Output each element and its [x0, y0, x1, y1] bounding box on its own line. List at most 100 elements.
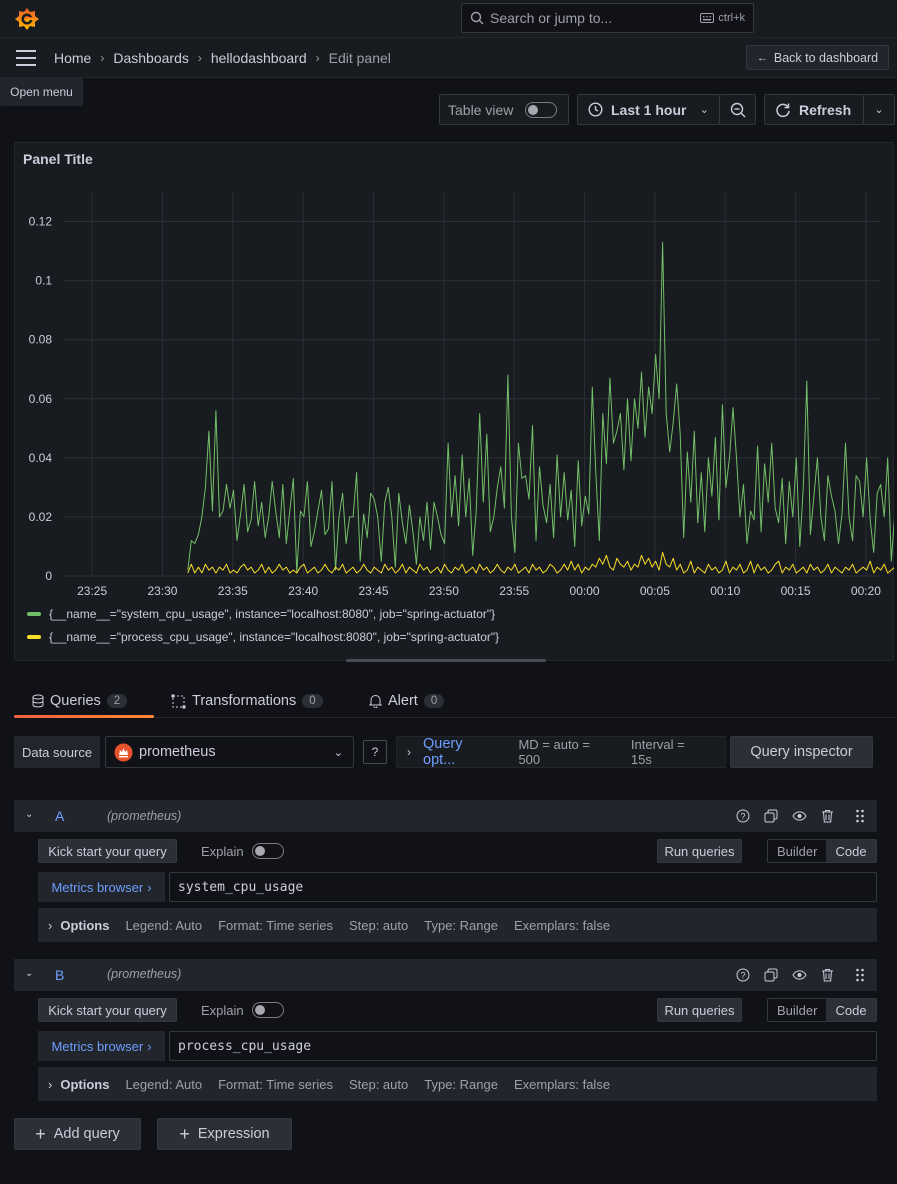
svg-text:?: ? — [740, 971, 745, 981]
breadcrumb: Home › Dashboards › hellodashboard › Edi… — [54, 48, 391, 68]
x-tick-label: 23:25 — [77, 584, 107, 598]
time-series-chart[interactable]: 0 0.02 0.04 0.06 0.08 0.1 0.12 23:25 23:30 23:35 2… — [14, 180, 894, 604]
back-to-dashboard-button[interactable]: ← Back to dashboard — [746, 45, 889, 70]
query-expression-input[interactable]: process_cpu_usage — [169, 1031, 877, 1061]
prometheus-icon — [114, 743, 133, 761]
refresh-interval-dropdown[interactable]: ⌄ — [863, 94, 895, 125]
x-tick-label: 23:30 — [147, 584, 177, 598]
series-line-process-cpu — [187, 551, 894, 574]
drag-handle-icon[interactable] — [852, 808, 868, 824]
legend-item-process-cpu[interactable]: {__name__="process_cpu_usage", instance=… — [27, 630, 499, 644]
builder-mode-button[interactable]: Builder — [777, 843, 818, 859]
search-box[interactable]: Search or jump to... ctrl+k — [461, 3, 754, 33]
grafana-logo-icon[interactable] — [14, 6, 40, 32]
add-query-button[interactable]: + Add query — [14, 1118, 141, 1150]
table-view-switch[interactable] — [525, 101, 558, 118]
code-mode-button[interactable]: Code — [826, 840, 876, 862]
legend-swatch — [27, 635, 41, 639]
explain-toggle[interactable]: Explain — [201, 843, 284, 859]
add-expression-button[interactable]: + Expression — [157, 1118, 292, 1150]
refresh-icon — [776, 103, 790, 117]
keyboard-icon — [700, 13, 715, 23]
active-tab-indicator — [14, 715, 154, 718]
x-tick-label: 00:20 — [851, 584, 881, 598]
panel-title[interactable]: Panel Title — [23, 151, 93, 167]
chevron-down-icon[interactable]: ⌄ — [25, 809, 34, 820]
kick-start-button[interactable]: Kick start your query — [38, 839, 177, 863]
query-options[interactable]: › Query opt... MD = auto = 500 Interval … — [396, 736, 726, 768]
query-letter-a[interactable]: A — [55, 808, 65, 824]
query-options-row[interactable]: › Options Legend: Auto Format: Time seri… — [38, 1067, 877, 1101]
code-mode-button[interactable]: Code — [826, 999, 876, 1021]
help-icon[interactable]: ? — [735, 808, 751, 824]
data-source-help-icon[interactable]: ? — [363, 740, 387, 764]
query-options-row[interactable]: › Options Legend: Auto Format: Time seri… — [38, 908, 877, 942]
eye-icon[interactable] — [791, 967, 807, 983]
chevron-right-icon: › — [407, 745, 411, 759]
y-tick-label: 0.02 — [29, 510, 53, 524]
explain-switch[interactable] — [251, 843, 284, 859]
x-tick-label: 23:40 — [288, 584, 318, 598]
builder-mode-button[interactable]: Builder — [777, 1002, 818, 1018]
chevron-down-icon: ⌄ — [874, 104, 884, 116]
top-bar — [0, 0, 897, 38]
svg-text:?: ? — [740, 812, 745, 822]
zoom-out-button[interactable] — [719, 94, 756, 125]
y-tick-label: 0.06 — [29, 392, 53, 406]
metrics-browser-button[interactable]: Metrics browser › — [38, 1031, 165, 1061]
data-source-select[interactable]: prometheus ⌄ — [105, 736, 354, 768]
database-icon — [32, 694, 44, 708]
editor-mode-toggle[interactable]: Builder Code — [767, 839, 877, 863]
query-inspector-button[interactable]: Query inspector — [730, 736, 873, 768]
y-tick-label: 0 — [45, 569, 52, 583]
breadcrumb-dashboard[interactable]: hellodashboard — [210, 50, 307, 66]
search-icon — [470, 11, 484, 25]
metrics-browser-button[interactable]: Metrics browser › — [38, 872, 165, 902]
kick-start-button[interactable]: Kick start your query — [38, 998, 177, 1022]
chevron-right-icon: › — [147, 1038, 152, 1054]
query-row-b-header[interactable] — [14, 959, 877, 991]
trash-icon[interactable] — [819, 808, 835, 824]
tab-transformations[interactable]: Transformations 0 — [171, 684, 323, 718]
search-placeholder: Search or jump to... — [490, 10, 613, 26]
legend-item-system-cpu[interactable]: {__name__="system_cpu_usage", instance="… — [27, 607, 495, 621]
run-queries-button[interactable]: Run queries — [657, 839, 742, 863]
x-tick-label: 00:00 — [570, 584, 600, 598]
copy-icon[interactable] — [763, 808, 779, 824]
tab-queries[interactable]: Queries 2 — [32, 684, 128, 718]
arrow-left-icon: ← — [756, 51, 768, 64]
drag-handle-icon[interactable] — [852, 967, 868, 983]
breadcrumb-dashboards[interactable]: Dashboards — [113, 50, 189, 66]
copy-icon[interactable] — [763, 967, 779, 983]
clock-icon — [588, 102, 603, 117]
query-expression-input[interactable]: system_cpu_usage — [169, 872, 877, 902]
search-shortcut: ctrl+k — [700, 12, 745, 24]
x-tick-label: 23:55 — [499, 584, 529, 598]
editor-mode-toggle[interactable]: Builder Code — [767, 998, 877, 1022]
time-range-picker[interactable]: Last 1 hour ⌄ — [577, 94, 720, 125]
x-tick-label: 00:15 — [781, 584, 811, 598]
transform-icon — [171, 694, 186, 708]
chevron-down-icon[interactable]: ⌄ — [25, 968, 34, 979]
table-view-label: Table view — [448, 101, 514, 118]
plus-icon: + — [179, 1123, 190, 1144]
panel-resize-handle[interactable] — [346, 659, 546, 662]
explain-toggle[interactable]: Explain — [201, 1002, 284, 1018]
help-icon[interactable]: ? — [735, 967, 751, 983]
chevron-right-icon: › — [48, 1076, 53, 1092]
explain-switch[interactable] — [251, 1002, 284, 1018]
run-queries-button[interactable]: Run queries — [657, 998, 742, 1022]
eye-icon[interactable] — [791, 808, 807, 824]
table-view-toggle[interactable]: Table view — [439, 94, 569, 125]
bell-icon — [369, 695, 382, 708]
query-letter-b[interactable]: B — [55, 967, 65, 983]
menu-tooltip: Open menu — [0, 78, 83, 106]
chevron-right-icon: › — [315, 51, 320, 65]
breadcrumb-home[interactable]: Home — [54, 50, 92, 66]
query-row-a-header[interactable] — [14, 800, 877, 832]
trash-icon[interactable] — [819, 967, 835, 983]
tab-alert[interactable]: Alert 0 — [369, 684, 445, 718]
chevron-right-icon: › — [48, 917, 53, 933]
refresh-button[interactable]: Refresh — [764, 94, 864, 125]
menu-icon[interactable] — [14, 50, 38, 66]
